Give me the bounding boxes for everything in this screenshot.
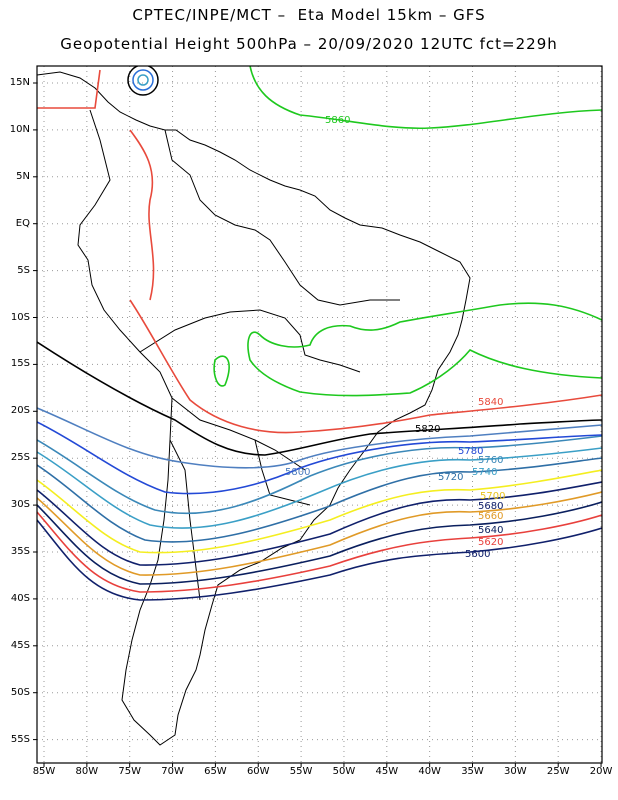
lon-label: 75W — [118, 766, 141, 777]
lat-label: 40S — [10, 592, 30, 604]
contour-label-5760: 5760 — [478, 455, 503, 466]
lon-label: 70W — [161, 766, 184, 777]
contour-label-5780: 5780 — [458, 446, 483, 457]
contour-5840-south — [129, 299, 602, 434]
contour-label-5620: 5620 — [478, 537, 503, 548]
contour-5860-north — [249, 66, 602, 130]
contour-5780 — [37, 421, 602, 495]
contour-label-5860: 5860 — [325, 115, 350, 126]
caribbean-coast — [37, 71, 166, 131]
axis-ticks — [33, 82, 602, 767]
lon-label: 45W — [375, 766, 399, 777]
lat-label: 10N — [9, 123, 30, 135]
contour-5840-north — [37, 69, 155, 301]
lat-label: 30S — [10, 499, 30, 511]
lat-label: 25S — [10, 452, 30, 464]
contour-5640 — [37, 501, 602, 585]
contour-label-5660: 5660 — [478, 511, 503, 522]
contour-5620 — [37, 511, 602, 593]
contour-5860-east — [247, 302, 602, 397]
map-subtitle: Geopotential Height 500hPa – 20/09/2020 … — [60, 35, 558, 53]
lon-label: 50W — [332, 766, 356, 777]
lat-label: 50S — [10, 686, 30, 698]
contour-label-5640: 5640 — [478, 525, 503, 536]
map-title: CPTEC/INPE/MCT – Eta Model 15km – GFS — [132, 6, 486, 24]
contour-label-5740: 5740 — [472, 467, 497, 478]
lon-label: 80W — [75, 766, 99, 777]
lon-label: 55W — [289, 766, 313, 777]
contour-label-5840: 5840 — [478, 397, 503, 408]
contour-label-5700: 5700 — [480, 491, 505, 502]
contour-5860-patch — [213, 355, 230, 387]
contour-5600 — [37, 519, 602, 601]
lon-label: 60W — [246, 766, 270, 777]
border-bolivia — [139, 309, 361, 373]
lon-label: 20W — [589, 766, 613, 777]
map-frame — [36, 65, 603, 764]
lat-label: 45S — [10, 639, 30, 651]
lon-label: 65W — [204, 766, 227, 777]
contour-5680 — [37, 481, 602, 566]
lon-label: 30W — [504, 766, 527, 777]
lat-label: 15S — [10, 358, 30, 370]
contour-5700 — [37, 469, 602, 554]
lon-label: 40W — [418, 766, 441, 777]
contour-labels: 5600 5620 5640 5660 5680 5700 5720 5740 … — [285, 115, 505, 560]
contour-label-5800: 5800 — [285, 467, 310, 478]
lat-label: 5S — [17, 264, 30, 276]
lat-label: 5N — [16, 170, 30, 182]
contour-5820 — [37, 341, 602, 456]
contour-label-5680: 5680 — [478, 501, 503, 512]
contour-label-5820: 5820 — [415, 424, 440, 435]
map-frame-bg — [37, 66, 602, 763]
lon-label: 85W — [32, 766, 56, 777]
lat-label: 35S — [10, 546, 30, 557]
lon-label: 25W — [546, 766, 570, 777]
contours-group — [37, 66, 602, 601]
lon-label: 35W — [461, 766, 484, 777]
lat-label: EQ — [15, 217, 30, 229]
low-center — [127, 66, 159, 96]
lat-label: 10S — [10, 311, 30, 323]
contour-5720 — [37, 457, 602, 543]
lat-label: 55S — [10, 733, 30, 745]
contour-5660 — [37, 491, 602, 576]
lat-label: 20S — [10, 405, 30, 417]
contour-5760 — [37, 435, 602, 515]
border-andes — [169, 439, 201, 601]
contour-label-5720: 5720 — [438, 472, 463, 483]
border-north — [164, 129, 400, 306]
contour-5800 — [37, 407, 602, 469]
lat-label: 15N — [9, 77, 30, 88]
contour-5740 — [37, 447, 602, 529]
contour-label-5600: 5600 — [465, 549, 490, 560]
